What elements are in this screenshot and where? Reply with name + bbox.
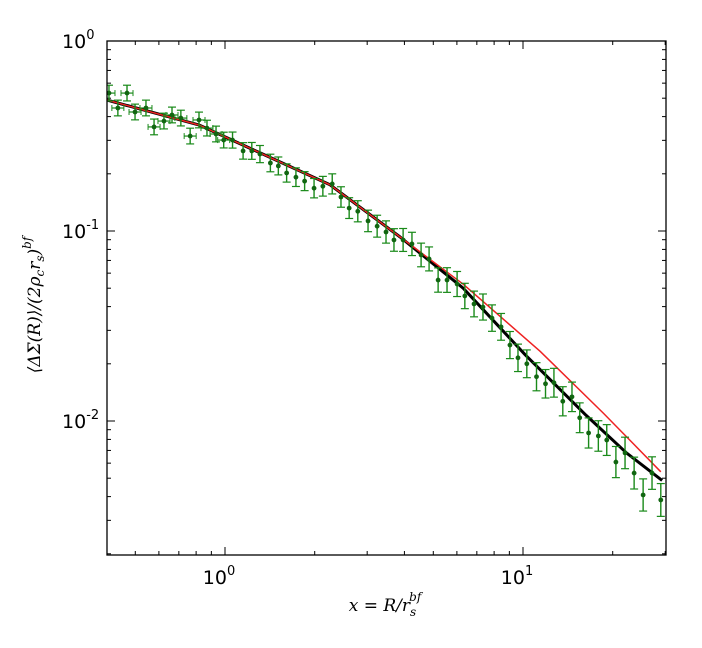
y-axis-label: ⟨ΔΣ(R)⟩/(2ρcrs)bf bbox=[20, 234, 47, 373]
data-point bbox=[107, 84, 116, 102]
data-point bbox=[425, 246, 434, 272]
data-point bbox=[567, 381, 576, 413]
data-point bbox=[513, 343, 522, 373]
data-point bbox=[630, 456, 639, 490]
data-point bbox=[128, 103, 142, 121]
data-point bbox=[364, 209, 373, 233]
data-point bbox=[602, 424, 611, 457]
data-point bbox=[111, 99, 125, 117]
alternative-fit-line bbox=[107, 99, 662, 473]
x-tick-label: 100 bbox=[203, 564, 235, 589]
data-point bbox=[407, 231, 416, 257]
data-point bbox=[478, 293, 487, 321]
data-point bbox=[594, 420, 603, 452]
data-point bbox=[656, 482, 665, 517]
data-point bbox=[470, 290, 479, 318]
data-point bbox=[639, 478, 648, 512]
data-point bbox=[488, 304, 497, 332]
data-point bbox=[183, 127, 197, 145]
data-point bbox=[575, 402, 584, 434]
plot-area bbox=[107, 84, 665, 517]
data-points bbox=[107, 84, 665, 517]
x-tick-labels: 100 101 bbox=[203, 564, 533, 589]
plot-frame bbox=[106, 40, 667, 556]
y-tick-label: 10-1 bbox=[62, 218, 99, 243]
data-point bbox=[443, 267, 452, 293]
data-point bbox=[217, 131, 231, 149]
data-point bbox=[584, 417, 593, 449]
y-tick-label: 10-2 bbox=[62, 408, 99, 433]
data-point bbox=[266, 153, 275, 173]
data-point bbox=[434, 267, 443, 293]
y-tick-label: 100 bbox=[62, 28, 94, 53]
NFW-fit-line bbox=[107, 98, 664, 482]
x-tick-label: 101 bbox=[501, 564, 533, 589]
data-point bbox=[399, 227, 408, 253]
data-point bbox=[239, 142, 248, 160]
data-point bbox=[417, 242, 426, 268]
data-point bbox=[139, 99, 153, 117]
data-point bbox=[120, 84, 134, 102]
data-point bbox=[165, 106, 179, 124]
minor-ticks bbox=[107, 41, 666, 555]
data-point bbox=[174, 109, 188, 127]
data-point bbox=[382, 220, 391, 244]
major-ticks bbox=[107, 40, 666, 555]
y-tick-labels: 100 10-1 10-2 bbox=[62, 28, 99, 433]
data-point bbox=[648, 456, 657, 490]
data-point bbox=[200, 119, 214, 137]
data-point bbox=[345, 197, 354, 220]
data-point bbox=[274, 156, 283, 176]
data-point bbox=[460, 282, 469, 310]
data-point bbox=[255, 144, 264, 164]
x-axis-label: x = R/rsbf bbox=[349, 590, 424, 619]
data-point bbox=[541, 368, 550, 399]
data-point bbox=[549, 367, 558, 398]
data-point bbox=[291, 167, 300, 188]
data-point bbox=[611, 445, 620, 479]
data-point bbox=[453, 270, 462, 298]
data-point bbox=[389, 228, 398, 252]
data-point bbox=[228, 131, 237, 149]
data-point bbox=[209, 125, 223, 143]
data-point bbox=[310, 177, 319, 199]
data-point bbox=[497, 312, 506, 341]
data-point bbox=[247, 141, 256, 160]
data-point bbox=[353, 200, 362, 223]
data-point bbox=[300, 171, 309, 192]
data-point bbox=[328, 173, 337, 195]
data-point bbox=[522, 349, 531, 379]
data-point bbox=[532, 362, 541, 392]
data-point bbox=[336, 186, 345, 208]
data-point bbox=[282, 163, 291, 183]
data-point bbox=[558, 386, 567, 417]
data-point bbox=[373, 214, 382, 238]
data-point bbox=[621, 436, 630, 470]
data-point bbox=[505, 330, 514, 360]
data-point bbox=[318, 175, 327, 197]
